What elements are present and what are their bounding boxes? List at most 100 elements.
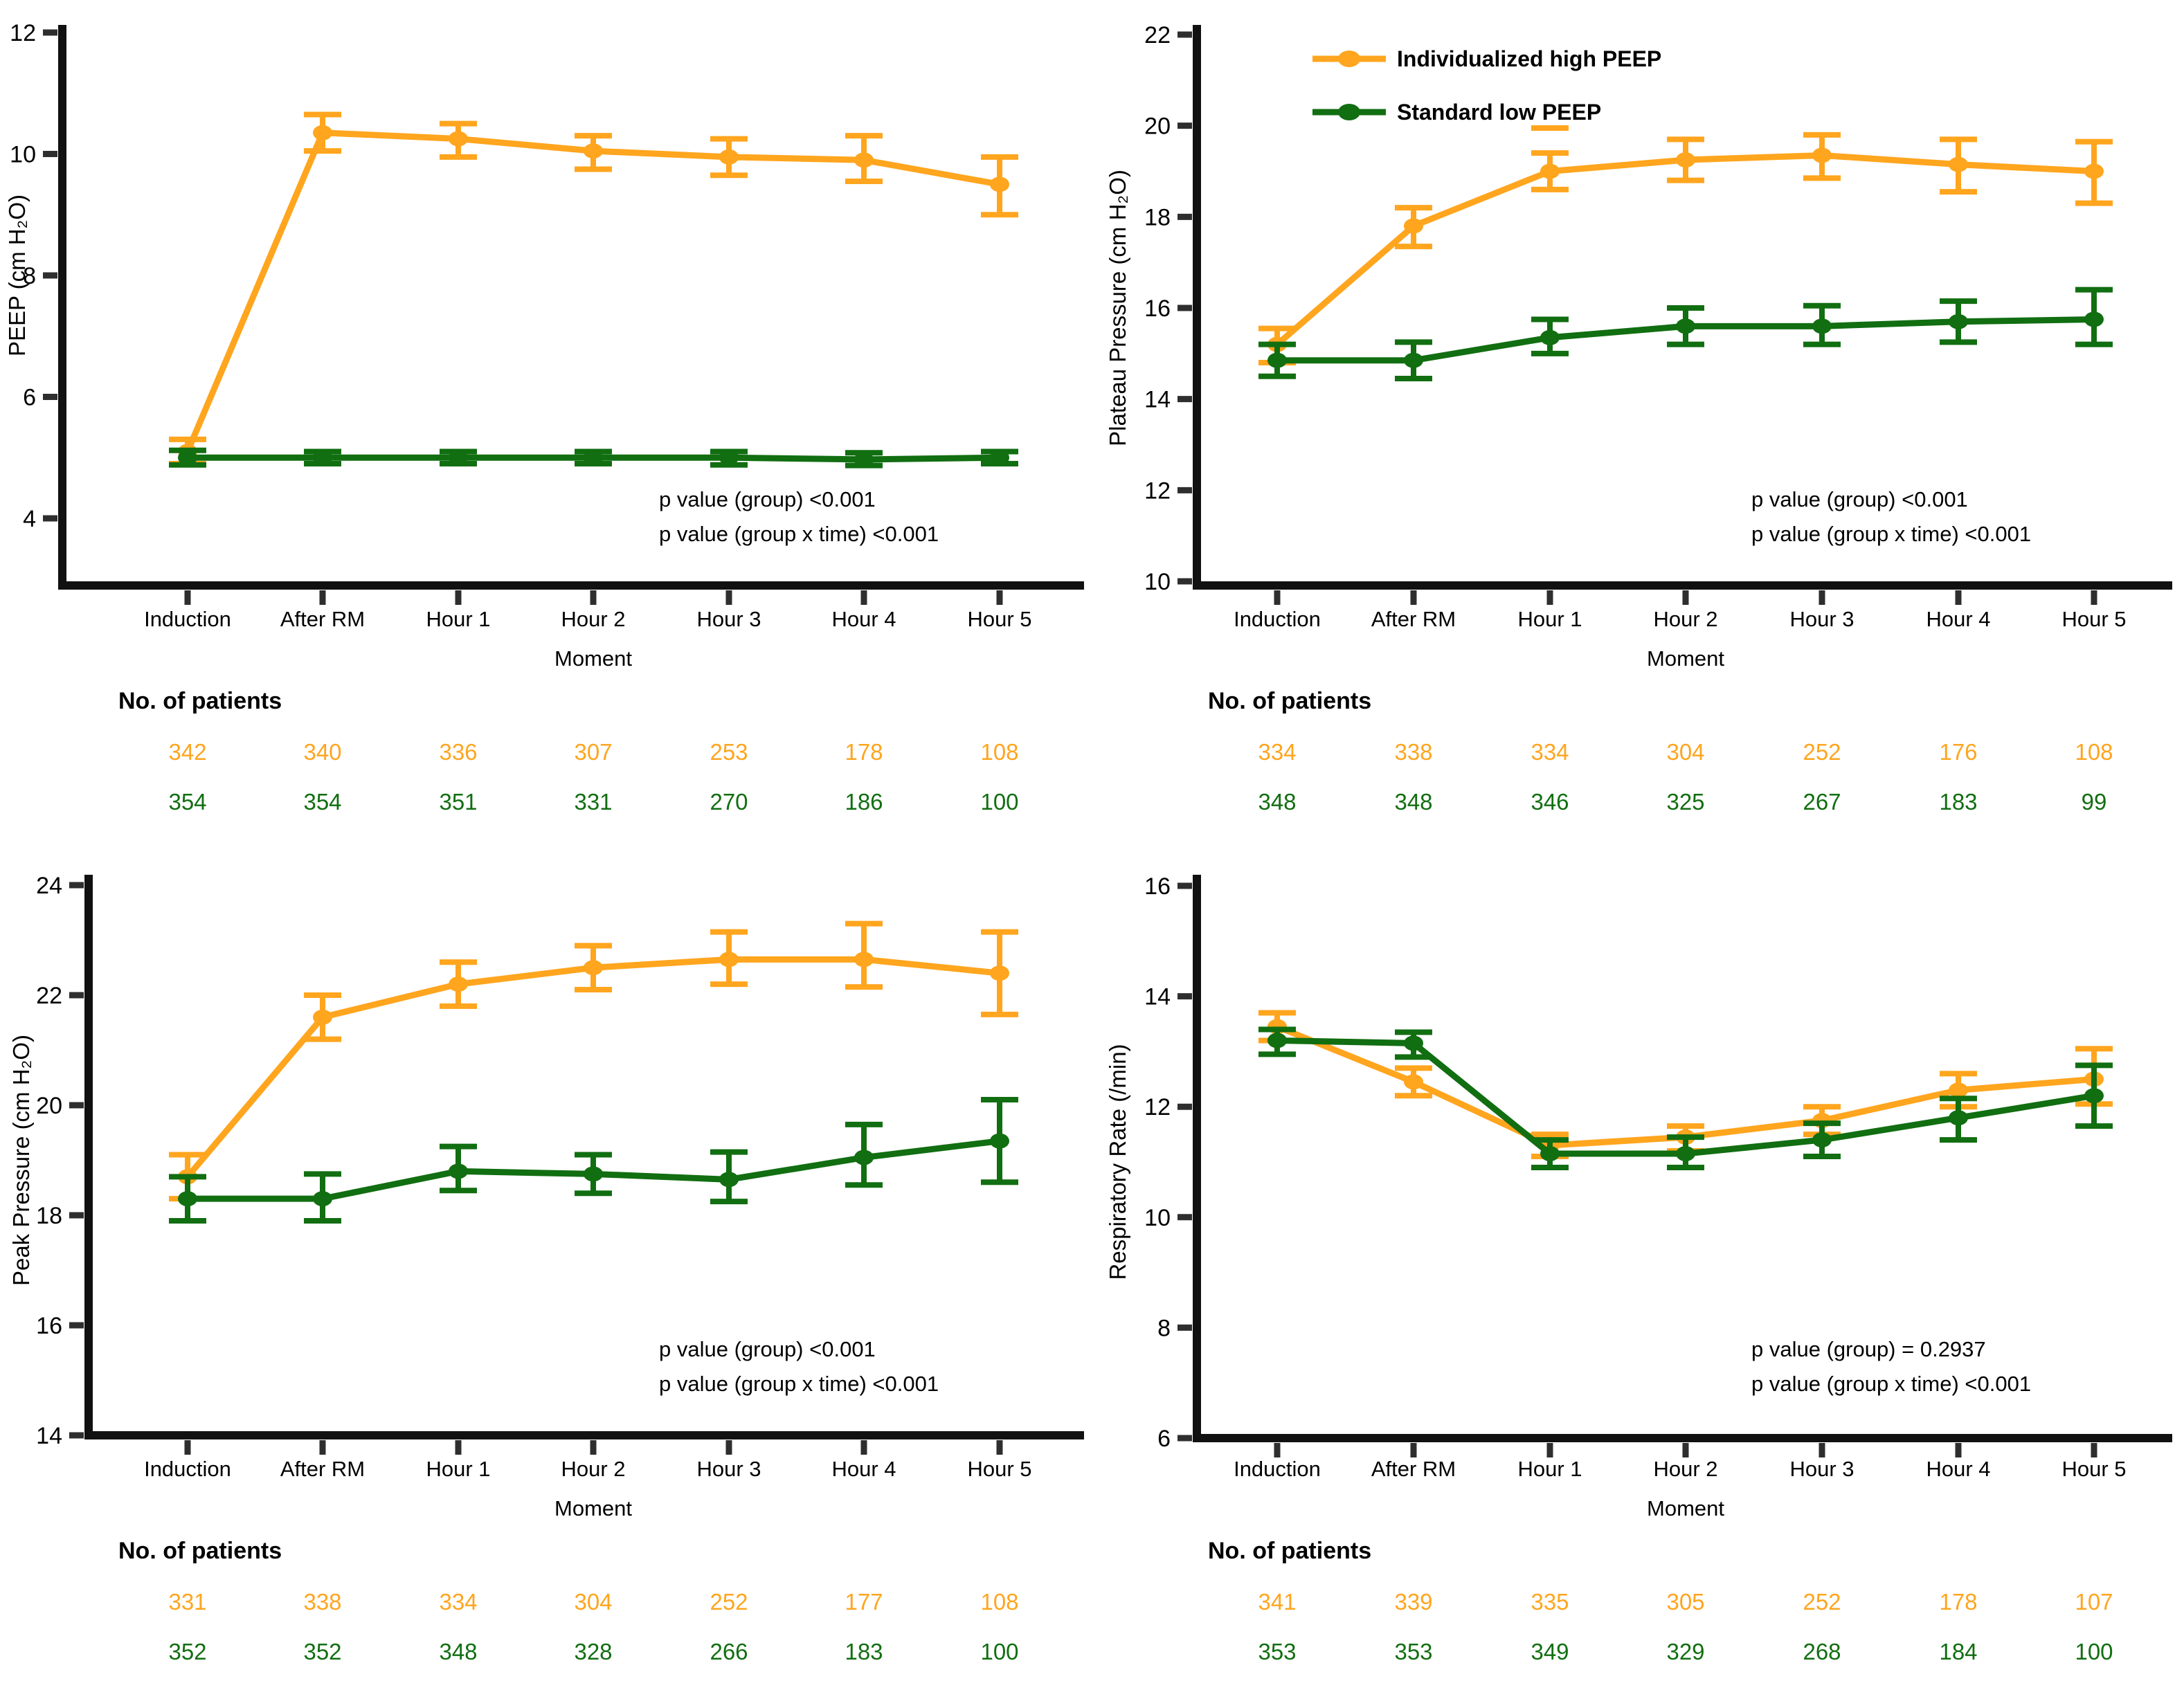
legend-label: Individualized high PEEP: [1397, 46, 1661, 71]
data-point-marker: [1404, 352, 1423, 368]
x-tick-label: Induction: [1234, 607, 1321, 631]
data-point-marker: [990, 450, 1009, 466]
x-tick-label: Hour 4: [1926, 1457, 1990, 1481]
y-tick-label: 20: [36, 1093, 62, 1119]
data-point-marker: [719, 952, 739, 967]
patient-count: 325: [1666, 789, 1704, 815]
patient-count: 348: [1258, 789, 1296, 815]
legend: Individualized high PEEP Standard low PEE…: [1312, 46, 1661, 125]
legend-item: Individualized high PEEP: [1312, 46, 1661, 71]
patient-count: 339: [1394, 1589, 1432, 1615]
data-point-marker: [990, 176, 1009, 192]
patients-header: No. of patients: [1208, 1538, 1371, 1564]
y-tick-label: 8: [23, 263, 36, 289]
patient-count: 107: [2075, 1589, 2113, 1615]
y-tick-label: 16: [1144, 873, 1171, 900]
patient-count: 177: [845, 1589, 883, 1615]
data-point-marker: [584, 450, 603, 466]
axis-title-x: Moment: [1647, 1496, 1724, 1520]
patient-count: 341: [1258, 1589, 1296, 1615]
patient-count: 108: [980, 739, 1018, 765]
x-tick-label: After RM: [280, 607, 365, 631]
patient-count: 331: [168, 1589, 206, 1615]
patient-count: 328: [574, 1639, 612, 1664]
patient-count: 176: [1939, 739, 1977, 765]
patient-count: 329: [1666, 1639, 1704, 1664]
x-tick-label: Hour 4: [1926, 607, 1990, 631]
patient-count: 178: [1939, 1589, 1977, 1615]
series-individualized-high-peep: [1258, 131, 2113, 365]
chart-plateau-pressure: 22 20 18 16 14 12 10 Induction After RM Hour 1 Hou…: [1105, 22, 2172, 815]
x-tick-label: Hour 5: [2061, 607, 2126, 631]
data-point-marker: [1404, 1074, 1423, 1090]
x-tick-label: Hour 1: [1517, 607, 1582, 631]
data-point-marker: [1267, 352, 1287, 368]
patient-count: 108: [2075, 739, 2113, 765]
data-point-marker: [313, 1009, 332, 1025]
patients-header: No. of patients: [118, 1538, 282, 1564]
y-tick-label: 18: [1144, 204, 1171, 230]
patient-count: 307: [574, 739, 612, 765]
data-point-marker: [1676, 152, 1695, 168]
data-point-marker: [1676, 1146, 1695, 1162]
y-tick-label: 14: [1144, 984, 1171, 1010]
x-tick-label: Hour 4: [831, 607, 896, 631]
patient-count: 252: [1803, 739, 1841, 765]
patient-count: 184: [1939, 1639, 1977, 1664]
data-point-marker: [1812, 147, 1832, 163]
panel-respiratory-rate: 16 14 12 10 8 6 Induction After RM Hour 1 Hour 2 H…: [1092, 850, 2184, 1699]
patient-count: 334: [1258, 739, 1296, 765]
patient-count: 351: [439, 789, 477, 815]
patient-count: 353: [1394, 1639, 1432, 1664]
data-point-marker: [178, 450, 197, 466]
patient-count: 252: [710, 1589, 748, 1615]
x-tick-label: After RM: [280, 1457, 365, 1481]
p-value-line: p value (group) <0.001: [659, 1337, 876, 1361]
p-value-line: p value (group x time) <0.001: [659, 522, 939, 546]
x-tick-label: Hour 3: [1789, 607, 1854, 631]
series-individualized-high-peep: [169, 920, 1018, 1202]
data-point-marker: [313, 125, 332, 140]
y-tick-label: 6: [23, 385, 36, 411]
data-point-marker: [584, 1166, 603, 1182]
series-standard-low-peep: [1258, 287, 2113, 382]
data-point-marker: [1949, 314, 1968, 329]
x-tick-label: Induction: [144, 1457, 231, 1481]
x-tick-label: Hour 3: [696, 1457, 761, 1481]
series-standard-low-peep: [169, 447, 1018, 469]
patient-count: 183: [1939, 789, 1977, 815]
data-point-marker: [2084, 163, 2104, 179]
axis-title-x: Moment: [554, 1496, 632, 1520]
series-standard-low-peep: [169, 1097, 1018, 1224]
patient-count: 335: [1531, 1589, 1569, 1615]
p-value-line: p value (group) = 0.2937: [1751, 1337, 1986, 1361]
axis-title-x: Moment: [554, 646, 632, 671]
data-point-marker: [2084, 311, 2104, 327]
patient-count: 266: [710, 1639, 748, 1664]
x-tick-label: Hour 5: [967, 1457, 1031, 1481]
patient-count: 334: [1531, 739, 1569, 765]
data-point-marker: [719, 1172, 739, 1188]
x-tick-label: Hour 3: [696, 607, 761, 631]
data-point-marker: [854, 1150, 874, 1165]
x-tick-label: Hour 2: [561, 607, 625, 631]
legend-item: Standard low PEEP: [1312, 100, 1601, 125]
patient-count: 100: [2075, 1639, 2113, 1664]
p-value-line: p value (group x time) <0.001: [1751, 1372, 2031, 1396]
data-point-marker: [854, 152, 874, 168]
legend-marker-dot: [1338, 51, 1360, 67]
axis-title-y: Plateau Pressure (cm H₂O): [1105, 170, 1130, 446]
y-tick-label: 10: [1144, 1205, 1171, 1231]
x-tick-label: Hour 2: [561, 1457, 625, 1481]
data-point-marker: [1676, 318, 1695, 334]
y-tick-label: 24: [36, 873, 62, 899]
x-tick-label: Hour 4: [831, 1457, 896, 1481]
patient-count: 100: [980, 1639, 1018, 1664]
patient-count: 99: [2082, 789, 2107, 815]
x-tick-label: Hour 1: [426, 607, 490, 631]
patient-count: 352: [168, 1639, 206, 1664]
y-tick-label: 18: [36, 1203, 62, 1229]
x-tick-label: Hour 2: [1653, 607, 1717, 631]
y-tick-label: 20: [1144, 113, 1171, 140]
